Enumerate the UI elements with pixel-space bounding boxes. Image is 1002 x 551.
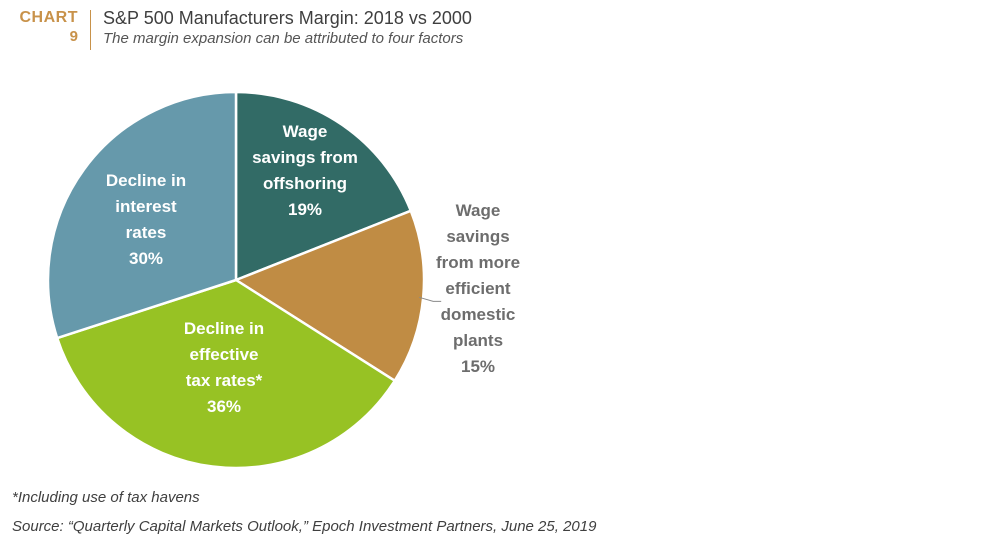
pie-slice-3 <box>46 90 238 340</box>
chart-title: S&P 500 Manufacturers Margin: 2018 vs 20… <box>103 8 472 28</box>
slice-category-label: savings <box>446 227 509 246</box>
slice-label-1: Wage savings from more efficient domestic pla… <box>436 201 520 376</box>
slice-category-label: plants <box>453 331 503 350</box>
pie-slice-0 <box>234 90 413 282</box>
pie-slice-1 <box>233 209 426 383</box>
slice-label-3: Decline in interest rates 30% <box>106 171 186 268</box>
chart-badge: CHART 9 <box>12 8 79 46</box>
leader-line-1 <box>419 296 442 302</box>
slice-category-label: Wage <box>456 201 501 220</box>
slice-category-label: from more <box>436 253 520 272</box>
slice-category-label: offshoring <box>263 174 347 193</box>
slice-label-0: Wage savings from offshoring 19% <box>252 122 358 219</box>
slice-category-label: savings from <box>252 148 358 167</box>
slice-category-label: tax rates* <box>186 371 263 390</box>
slice-value-label: 19% <box>288 200 322 219</box>
slice-category-label: domestic <box>441 305 516 324</box>
chart-subtitle: The margin expansion can be attributed t… <box>103 30 464 47</box>
chart-badge-number: 9 <box>69 28 78 45</box>
slice-value-label: 30% <box>129 249 163 268</box>
slice-label-2: Decline in effective tax rates* 36% <box>184 319 264 416</box>
slice-category-label: Decline in <box>184 319 264 338</box>
chart-badge-word: CHART <box>19 9 78 26</box>
slice-value-label: 36% <box>207 397 241 416</box>
slice-category-label: effective <box>190 345 259 364</box>
pie-slice-2 <box>55 278 397 470</box>
source-note: Source: “Quarterly Capital Markets Outlo… <box>12 518 597 535</box>
slice-category-label: Decline in <box>106 171 186 190</box>
header-divider <box>90 10 91 50</box>
slice-category-label: efficient <box>445 279 511 298</box>
slice-category-label: interest <box>115 197 177 216</box>
footnote: *Including use of tax havens <box>12 489 200 506</box>
slice-category-label: Wage <box>283 122 328 141</box>
slice-value-label: 15% <box>461 357 495 376</box>
slice-category-label: rates <box>126 223 167 242</box>
